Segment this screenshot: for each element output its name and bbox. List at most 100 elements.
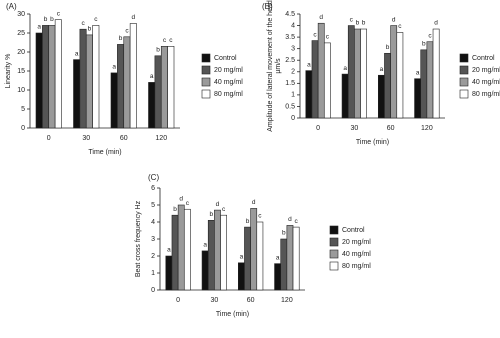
bar	[354, 28, 361, 119]
x-tick-label: 30	[82, 135, 90, 142]
bar	[42, 25, 50, 129]
bar	[177, 204, 185, 291]
significance-letter: a	[343, 65, 347, 72]
bar	[347, 25, 355, 119]
significance-letter: b	[209, 211, 213, 218]
y-tick-label: 0	[291, 115, 295, 122]
bar	[35, 32, 43, 129]
legend-label: 80 mg/ml	[472, 91, 500, 98]
y-tick-label: 3	[151, 236, 155, 243]
significance-letter: c	[169, 37, 173, 44]
legend-swatch	[201, 77, 211, 87]
x-tick-label: 60	[247, 297, 255, 304]
significance-letter: a	[276, 254, 280, 261]
significance-letter: d	[319, 14, 323, 21]
x-axis-label: Time (min)	[88, 149, 121, 156]
bar	[117, 44, 125, 129]
legend-label: 80 mg/ml	[342, 263, 371, 270]
significance-letter: a	[380, 66, 384, 73]
legend-swatch	[459, 65, 469, 75]
significance-letter: a	[416, 69, 420, 76]
significance-letter: c	[398, 23, 402, 30]
bar	[256, 221, 264, 291]
bar	[311, 40, 319, 119]
legend-swatch	[459, 77, 469, 87]
bar	[214, 209, 221, 291]
bar	[201, 250, 209, 291]
significance-letter: d	[288, 216, 292, 223]
bar	[220, 214, 228, 291]
y-tick-label: 0	[151, 287, 155, 294]
bar	[85, 34, 93, 129]
significance-letter: c	[81, 20, 85, 27]
x-tick-label: 60	[120, 135, 128, 142]
significance-letter: b	[386, 44, 390, 51]
significance-letter: c	[222, 206, 226, 213]
y-tick-label: 20	[17, 49, 25, 56]
significance-letter: a	[167, 247, 171, 254]
legend-label: 20 mg/ml	[472, 67, 500, 74]
bar	[207, 220, 215, 291]
significance-letter: c	[57, 10, 61, 17]
y-tick-label: 1.5	[285, 80, 295, 87]
legend-label: 40 mg/ml	[472, 79, 500, 86]
significance-letter: c	[163, 37, 167, 44]
bar	[48, 25, 56, 129]
y-tick-label: 25	[17, 30, 25, 37]
bar	[280, 238, 288, 291]
y-tick-label: 4	[291, 22, 295, 29]
y-tick-label: 4	[151, 219, 155, 226]
significance-letter: a	[203, 242, 207, 249]
significance-letter: c	[294, 218, 298, 225]
y-axis-label: Amplitude of lateral movement of the hea…	[267, 0, 274, 132]
bar	[286, 225, 294, 291]
bar	[426, 41, 434, 119]
x-tick-label: 60	[387, 125, 395, 132]
bar	[244, 226, 251, 291]
legend-label: Control	[472, 55, 495, 62]
y-axis-label: Linearity %	[5, 54, 12, 89]
legend-label: Control	[214, 55, 237, 62]
y-tick-label: 6	[151, 185, 155, 192]
legend-label: 20 mg/ml	[342, 239, 371, 246]
significance-letter: b	[356, 20, 360, 27]
significance-letter: b	[88, 26, 92, 33]
bar	[160, 45, 168, 129]
bar	[110, 72, 118, 129]
legend-swatch	[459, 89, 469, 99]
significance-letter: b	[156, 47, 160, 54]
x-tick-label: 120	[155, 135, 167, 142]
bar	[341, 73, 349, 119]
significance-letter: a	[240, 254, 244, 261]
legend-swatch	[201, 89, 211, 99]
y-tick-label: 2.5	[285, 57, 295, 64]
bar	[305, 70, 313, 119]
legend-swatch	[329, 225, 339, 235]
y-axis-label: Beat cross frequency Hz	[135, 200, 142, 277]
legend-swatch	[201, 65, 211, 75]
bar	[317, 22, 325, 119]
significance-letter: c	[313, 31, 317, 38]
significance-letter: b	[422, 41, 426, 48]
legend-swatch	[329, 261, 339, 271]
significance-letter: b	[362, 20, 366, 27]
significance-letter: b	[173, 206, 177, 213]
bar	[167, 45, 175, 129]
bar	[92, 25, 100, 129]
bar	[183, 208, 191, 291]
bar	[123, 36, 131, 129]
bar	[390, 25, 398, 119]
bar	[292, 226, 300, 291]
significance-letter: c	[350, 16, 354, 23]
x-tick-label: 30	[210, 297, 218, 304]
bar	[250, 208, 258, 291]
significance-letter: d	[132, 14, 136, 21]
bar	[377, 74, 385, 119]
x-axis-label: Time (min)	[356, 139, 389, 146]
bar	[54, 19, 62, 129]
significance-letter: b	[246, 218, 250, 225]
x-tick-label: 30	[350, 125, 358, 132]
panel-label: (B)	[262, 2, 273, 11]
significance-letter: c	[428, 32, 432, 39]
